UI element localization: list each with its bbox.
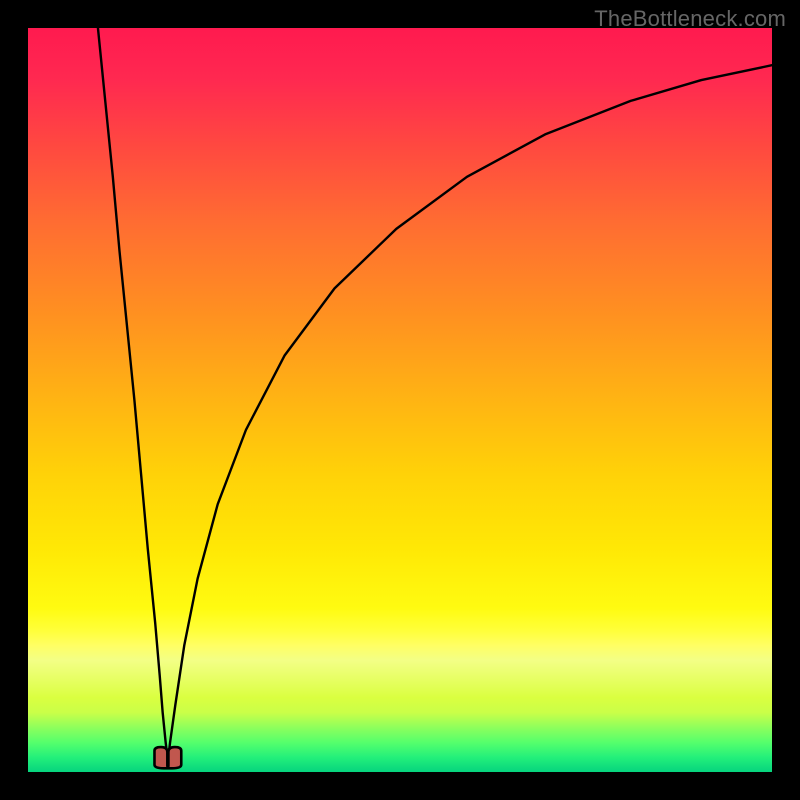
dip-marker-shape [154, 747, 181, 768]
gradient-background [28, 28, 772, 772]
plot-svg [28, 28, 772, 772]
watermark-text: TheBottleneck.com [594, 6, 786, 32]
dip-marker [154, 747, 181, 768]
plot-area [28, 28, 772, 772]
figure-container: TheBottleneck.com [0, 0, 800, 800]
